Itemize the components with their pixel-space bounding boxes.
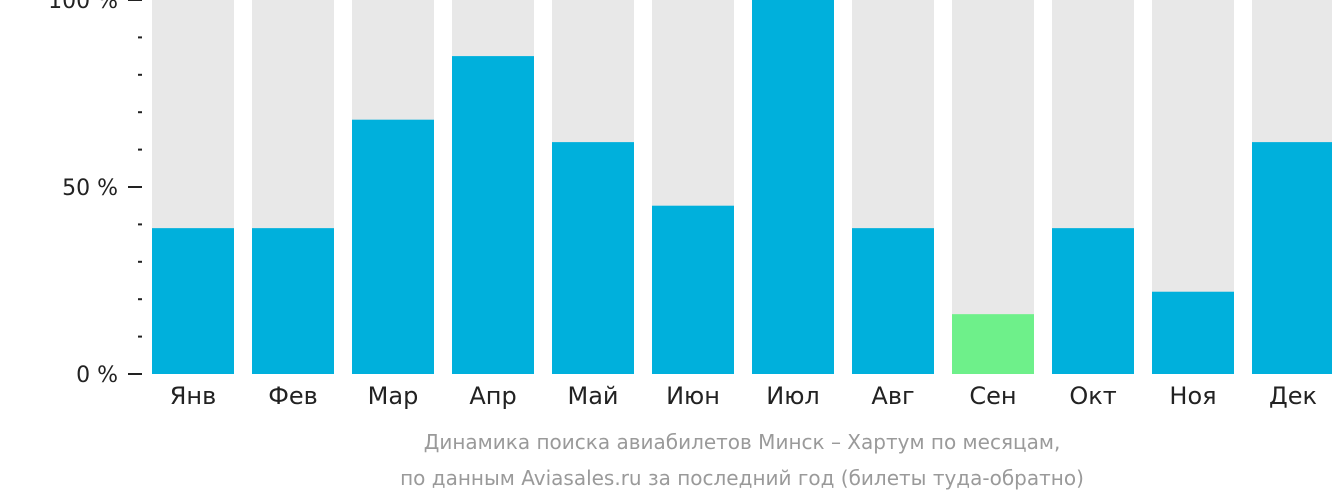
bar-background-9 [952, 0, 1034, 374]
x-tick-label-6: Июн [666, 382, 720, 410]
bar-11 [1152, 291, 1234, 374]
x-tick-label-3: Мар [368, 382, 419, 410]
bar-6 [652, 205, 734, 374]
x-tick-label-5: Май [567, 382, 618, 410]
x-tick-label-12: Дек [1269, 382, 1317, 410]
x-tick-label-1: Янв [170, 382, 217, 410]
bar-2 [252, 228, 334, 374]
x-tick-label-4: Апр [469, 382, 516, 410]
bar-chart: 0 % 50 % 100 % Янв Фев Мар Апр Май Июн Июл Авг Сен… [48, 0, 1332, 410]
bar-9 [952, 314, 1034, 374]
y-tick-label: 50 % [62, 176, 118, 201]
bar-7 [752, 0, 834, 374]
x-tick-label-10: Окт [1069, 382, 1116, 410]
x-tick-label-7: Июл [766, 382, 820, 410]
bar-4 [452, 56, 534, 374]
bar-8 [852, 228, 934, 374]
y-axis: 0 % 50 % 100 % [48, 0, 142, 388]
x-tick-label-9: Сен [969, 382, 1016, 410]
chart-caption-line-1: Динамика поиска авиабилетов Минск – Харт… [423, 430, 1061, 454]
bar-12 [1252, 142, 1332, 374]
x-tick-label-8: Авг [871, 382, 914, 410]
y-tick-label: 0 % [76, 363, 118, 388]
bar-1 [152, 228, 234, 374]
x-axis-labels: Янв Фев Мар Апр Май Июн Июл Авг Сен Окт Ноя Дек [170, 382, 1317, 410]
bar-3 [352, 119, 434, 375]
chart-caption-line-2: по данным Aviasales.ru за последний год … [400, 466, 1084, 490]
x-tick-label-11: Ноя [1169, 382, 1216, 410]
bar-5 [552, 142, 634, 374]
y-tick-label: 100 % [48, 0, 118, 14]
bar-10 [1052, 228, 1134, 374]
x-tick-label-2: Фев [268, 382, 318, 410]
data-bars [152, 0, 1332, 375]
